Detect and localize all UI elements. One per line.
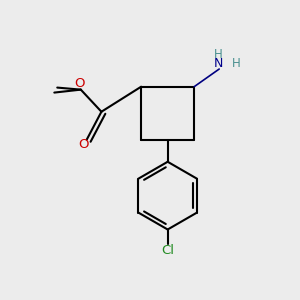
Text: Cl: Cl [161, 244, 174, 257]
Text: methyl: methyl [16, 88, 52, 98]
Text: O: O [74, 77, 85, 90]
Text: methyl: methyl [19, 87, 53, 97]
Text: N: N [214, 57, 223, 70]
Text: H: H [232, 57, 241, 70]
Text: H: H [214, 48, 223, 61]
Text: O: O [79, 139, 89, 152]
